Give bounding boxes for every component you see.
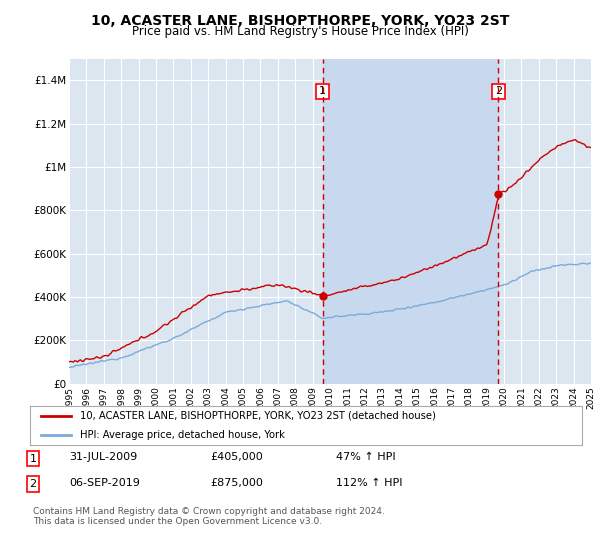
Text: 06-SEP-2019: 06-SEP-2019 xyxy=(69,478,140,488)
Bar xyxy=(323,59,499,384)
Text: HPI: Average price, detached house, York: HPI: Average price, detached house, York xyxy=(80,431,284,440)
Text: 112% ↑ HPI: 112% ↑ HPI xyxy=(336,478,403,488)
Text: 1: 1 xyxy=(29,454,37,464)
Text: 10, ACASTER LANE, BISHOPTHORPE, YORK, YO23 2ST (detached house): 10, ACASTER LANE, BISHOPTHORPE, YORK, YO… xyxy=(80,411,436,421)
Text: 2: 2 xyxy=(29,479,37,489)
Text: 1: 1 xyxy=(319,86,326,96)
Text: £405,000: £405,000 xyxy=(210,452,263,463)
Text: 31-JUL-2009: 31-JUL-2009 xyxy=(69,452,137,463)
Text: 47% ↑ HPI: 47% ↑ HPI xyxy=(336,452,395,463)
Text: 10, ACASTER LANE, BISHOPTHORPE, YORK, YO23 2ST: 10, ACASTER LANE, BISHOPTHORPE, YORK, YO… xyxy=(91,14,509,28)
Text: 2: 2 xyxy=(495,86,502,96)
Text: Contains HM Land Registry data © Crown copyright and database right 2024.
This d: Contains HM Land Registry data © Crown c… xyxy=(33,507,385,526)
Text: Price paid vs. HM Land Registry's House Price Index (HPI): Price paid vs. HM Land Registry's House … xyxy=(131,25,469,38)
Text: £875,000: £875,000 xyxy=(210,478,263,488)
